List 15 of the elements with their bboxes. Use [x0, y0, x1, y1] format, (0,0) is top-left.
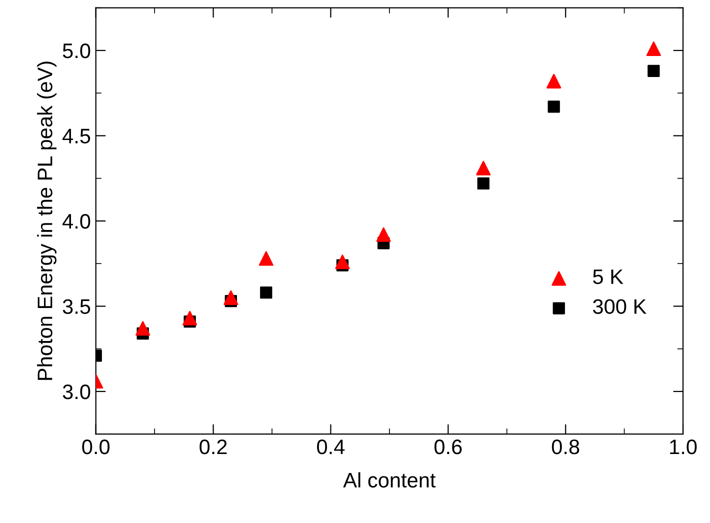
- y-tick-label: 3.5: [62, 299, 90, 314]
- y-tick-label: 4.0: [62, 214, 90, 229]
- legend-label: 300 K: [593, 299, 646, 314]
- x-tick-label: 0.6: [434, 440, 462, 454]
- x-tick-label: 0.4: [317, 440, 345, 454]
- x-tick-label: 0.8: [552, 440, 580, 454]
- x-tick-label: 1.0: [670, 440, 697, 454]
- x-axis-title: Al content: [343, 472, 436, 488]
- y-axis-title: Photon Energy in the PL peak (eV): [37, 62, 56, 380]
- x-tick-label: 0.2: [200, 440, 227, 454]
- y-tick-label: 4.5: [62, 128, 90, 144]
- x-tick-label: 0.0: [82, 440, 110, 454]
- legend-label: 5 K: [593, 270, 624, 284]
- y-tick-label: 3.0: [62, 384, 90, 400]
- y-tick-label: 5.0: [62, 43, 90, 58]
